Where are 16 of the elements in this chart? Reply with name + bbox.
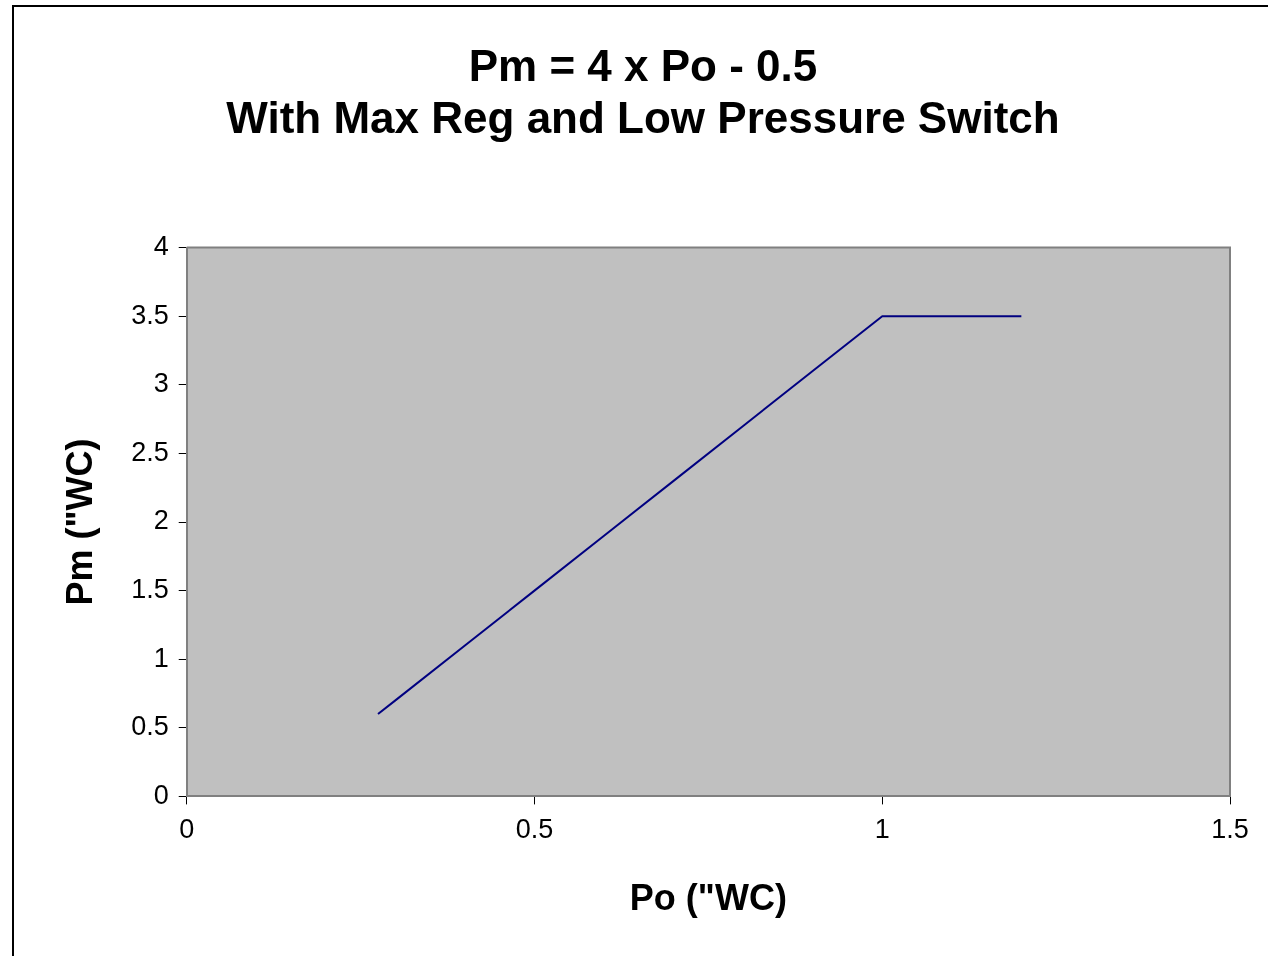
chart-title: Pm = 4 x Po - 0.5 With Max Reg and Low Pressure Switch [226,40,1060,143]
y-tick-label: 2.5 [131,436,169,467]
y-tick-label: 3 [153,368,169,399]
y-tick-label: 4 [153,231,169,262]
x-tick-label: 1 [874,814,890,845]
x-tick-label: 0.5 [515,814,554,845]
y-tick-label: 1 [153,642,169,673]
x-tick-label: 1.5 [1211,814,1249,845]
x-axis-title: Po ("WC) [629,877,787,919]
y-tick-label: 0.5 [131,711,169,742]
x-tick-label: 0 [179,814,195,845]
y-tick-label: 2 [153,505,169,536]
y-axis-title: Pm ("WC) [58,438,100,606]
y-tick-label: 3.5 [131,299,169,330]
y-tick-label: 1.5 [131,574,169,605]
y-tick-label: 0 [153,779,169,810]
